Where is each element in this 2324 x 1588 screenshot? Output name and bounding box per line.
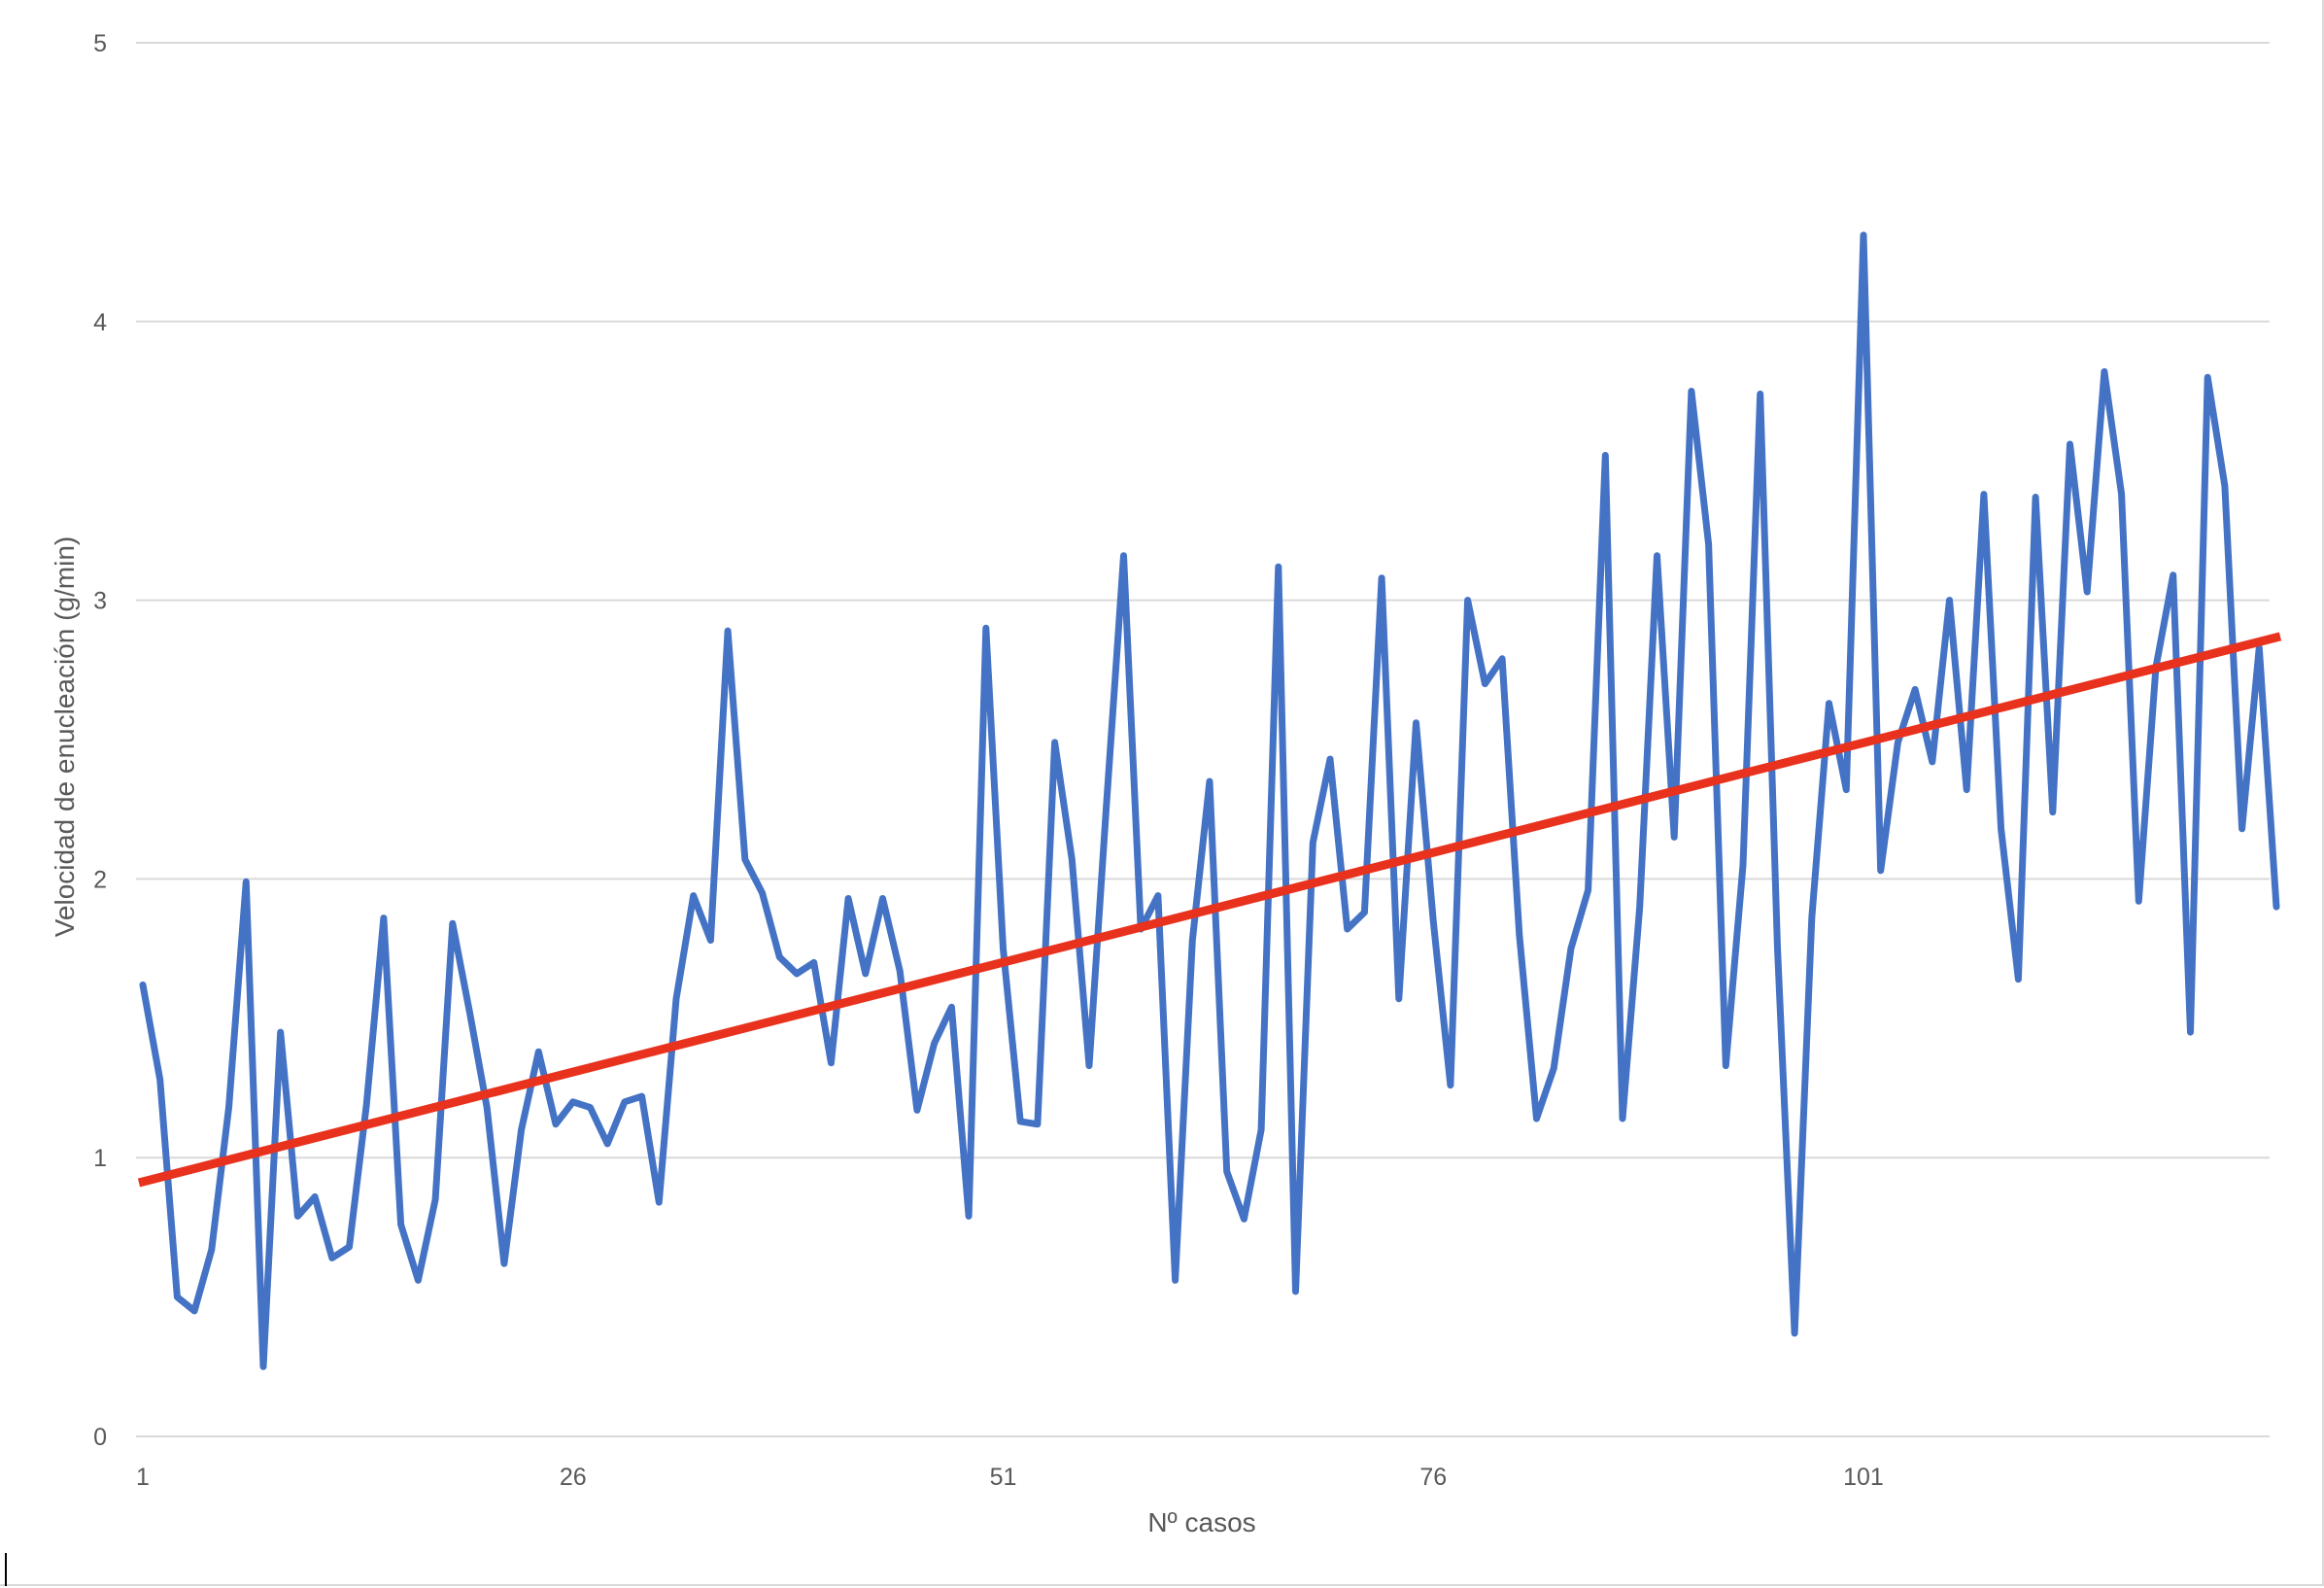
series-group xyxy=(137,231,2282,1370)
y-tick-label: 1 xyxy=(93,1145,107,1172)
data-series-line xyxy=(139,231,2280,1370)
y-axis-title: Velocidad de enucleación (g/min) xyxy=(50,536,80,937)
text-cursor xyxy=(5,1553,7,1586)
trend-line xyxy=(137,632,2282,1188)
x-tick-label: 101 xyxy=(1843,1464,1884,1491)
x-tick-label: 76 xyxy=(1419,1464,1447,1491)
x-axis-title: Nº casos xyxy=(1147,1507,1255,1537)
x-tick-label: 26 xyxy=(560,1464,587,1491)
x-axis-ticks: 1 26 51 76 101 xyxy=(136,1464,1884,1491)
y-tick-label: 0 xyxy=(93,1424,107,1451)
x-tick-label: 1 xyxy=(136,1464,150,1491)
y-tick-label: 3 xyxy=(93,588,107,615)
gridlines xyxy=(136,42,2270,1437)
x-tick-label: 51 xyxy=(990,1464,1017,1491)
y-axis-ticks: 0 1 2 3 4 5 xyxy=(93,30,107,1451)
y-tick-label: 5 xyxy=(93,30,107,57)
y-tick-label: 4 xyxy=(93,309,107,336)
y-tick-label: 2 xyxy=(93,866,107,893)
